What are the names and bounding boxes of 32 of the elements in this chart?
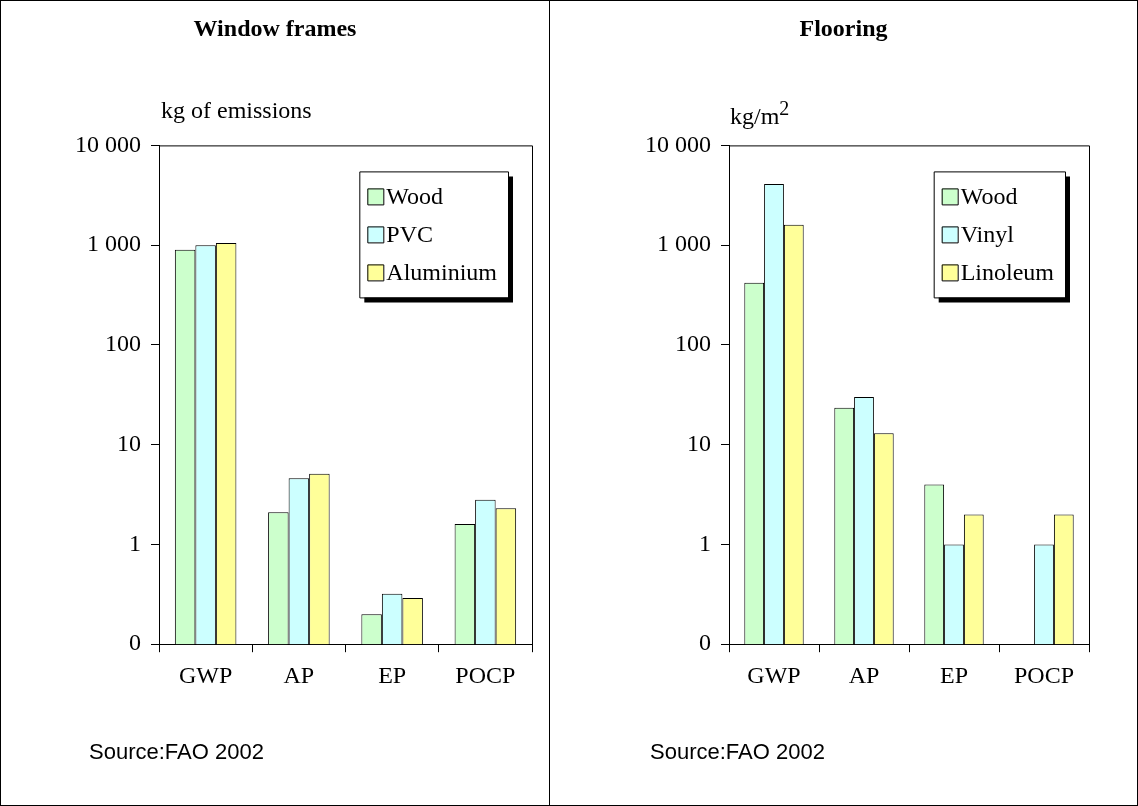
legend-label: Linoleum — [960, 258, 1055, 285]
legend-label: PVC — [386, 220, 434, 247]
y-tick-label: 1 000 — [657, 230, 711, 257]
x-tick-label: AP — [283, 661, 315, 688]
y-tick-label: 10 — [117, 429, 141, 456]
y-tick-label: 100 — [105, 330, 141, 357]
y-tick-label: 0 — [129, 629, 141, 656]
source-note: Source:FAO 2002 — [89, 739, 264, 765]
y-tick-label: 1 — [129, 529, 141, 556]
source-note: Source:FAO 2002 — [650, 739, 825, 765]
chart-title: Window frames — [192, 15, 358, 42]
x-tick-label: GWP — [747, 661, 801, 688]
x-tick-label: POCP — [455, 661, 516, 688]
legend-label: Wood — [386, 182, 444, 209]
x-tick-label: EP — [378, 661, 407, 688]
y-tick-label: 1 — [699, 529, 711, 556]
legend-label: Wood — [960, 182, 1018, 209]
y-tick-label: 1 000 — [87, 230, 141, 257]
x-tick-label: EP — [939, 661, 969, 688]
x-tick-label: GWP — [178, 661, 233, 688]
y-tick-label: 10 — [687, 429, 711, 456]
y-axis-title: kg of emissions — [161, 97, 312, 124]
y-axis-title: kg/m$^{2}$ — [730, 97, 790, 130]
y-tick-label: 0 — [699, 629, 711, 656]
y-tick-label: 100 — [675, 330, 711, 357]
x-tick-label: AP — [848, 661, 880, 688]
chart-title: Flooring — [798, 15, 889, 42]
y-tick-label: 10 000 — [75, 130, 141, 157]
legend-label: Aluminium — [386, 258, 498, 285]
y-tick-label: 10 000 — [645, 130, 711, 157]
legend-label: Vinyl — [960, 220, 1015, 247]
x-tick-label: POCP — [1013, 661, 1075, 688]
